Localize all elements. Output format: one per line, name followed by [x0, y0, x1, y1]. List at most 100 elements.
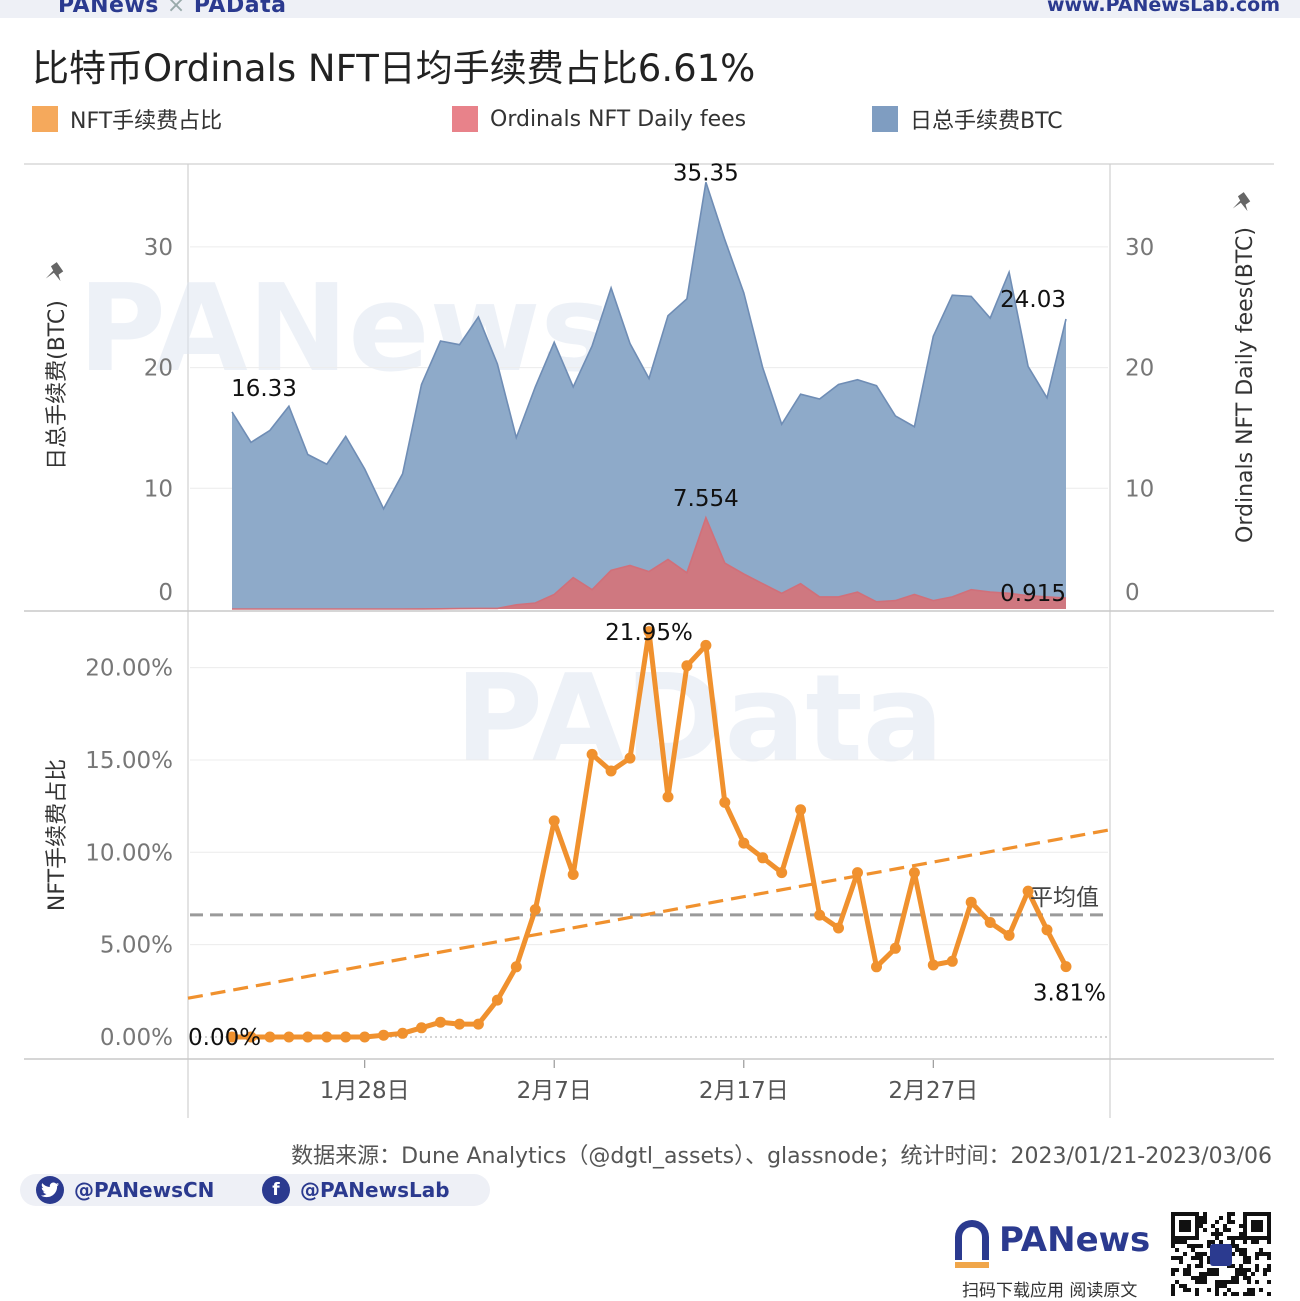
- qr-module: [1227, 1216, 1231, 1220]
- qr-module: [1211, 1268, 1215, 1272]
- qr-module: [1215, 1284, 1219, 1288]
- nft-ratio-point: [416, 1022, 427, 1034]
- qr-module: [1175, 1280, 1179, 1284]
- qr-module: [1207, 1240, 1211, 1244]
- qr-module: [1183, 1252, 1187, 1256]
- top-data-labels: 16.33 35.35 24.03 7.554 0.915: [231, 160, 1066, 607]
- top-ytick-right: 30: [1125, 235, 1154, 261]
- brand-mark-icon: [955, 1220, 989, 1268]
- top-ytick-right: 20: [1125, 356, 1154, 382]
- qr-module: [1199, 1256, 1203, 1260]
- qr-finder-core: [1179, 1220, 1191, 1232]
- nft-ratio-point: [908, 867, 920, 879]
- qr-code-icon[interactable]: [1170, 1212, 1272, 1296]
- nft-ratio-point: [1060, 961, 1072, 973]
- header-separator: ×: [166, 0, 186, 18]
- qr-module: [1219, 1240, 1223, 1244]
- nft-ratio-point: [302, 1031, 314, 1043]
- total-fees-area: [232, 182, 1066, 610]
- qr-module: [1247, 1268, 1251, 1272]
- legend-swatch-nft-fees: [452, 106, 478, 132]
- social-facebook[interactable]: f @PANewsLab: [262, 1176, 450, 1204]
- nft-ratio-point: [397, 1027, 409, 1039]
- qr-module: [1243, 1268, 1247, 1272]
- nft-ratio-point: [776, 867, 788, 879]
- qr-module: [1239, 1272, 1243, 1276]
- qr-module: [1179, 1256, 1183, 1260]
- top-ytick-left: 0: [158, 580, 173, 606]
- qr-module: [1203, 1276, 1207, 1280]
- chart-frame: [24, 163, 1274, 1118]
- qr-module: [1227, 1212, 1231, 1216]
- nft-ratio-point: [852, 867, 863, 879]
- nft-ratio-point: [700, 639, 712, 651]
- average-label: 平均值: [1030, 885, 1099, 911]
- qr-module: [1199, 1260, 1203, 1264]
- qr-module: [1267, 1240, 1271, 1244]
- qr-module: [1223, 1280, 1227, 1284]
- qr-module: [1187, 1268, 1191, 1272]
- qr-module: [1171, 1288, 1175, 1292]
- qr-module: [1171, 1256, 1175, 1260]
- qr-module: [1239, 1224, 1243, 1228]
- qr-module: [1259, 1288, 1263, 1292]
- bottom-axes: 0.00% 5.00% 10.00% 15.00% 20.00% NFT手续费占比: [45, 656, 173, 1051]
- qr-module: [1219, 1232, 1223, 1236]
- qr-module: [1199, 1244, 1203, 1248]
- qr-module: [1175, 1240, 1179, 1244]
- qr-module: [1255, 1256, 1259, 1260]
- qr-module: [1207, 1272, 1211, 1276]
- qr-module: [1203, 1272, 1207, 1276]
- qr-module: [1239, 1264, 1243, 1268]
- qr-module: [1179, 1240, 1183, 1244]
- qr-module: [1211, 1224, 1215, 1228]
- nft-ratio-point: [454, 1018, 465, 1030]
- qr-module: [1231, 1252, 1235, 1256]
- qr-module: [1267, 1280, 1271, 1284]
- watermark-bottom: PAData: [455, 650, 944, 789]
- header-brand: PANews × PAData: [58, 0, 286, 18]
- bottom-ytick: 10.00%: [85, 840, 173, 866]
- qr-module: [1231, 1212, 1235, 1216]
- qr-module: [1215, 1280, 1219, 1284]
- qr-module: [1215, 1220, 1219, 1224]
- top-data-label: 35.35: [673, 160, 739, 186]
- qr-module: [1215, 1236, 1219, 1240]
- qr-module: [1243, 1260, 1247, 1264]
- qr-module: [1243, 1248, 1247, 1252]
- qr-module: [1227, 1236, 1231, 1240]
- top-data-label: 16.33: [231, 376, 297, 402]
- qr-module: [1255, 1268, 1259, 1272]
- qr-module: [1219, 1280, 1223, 1284]
- social-band: [20, 1174, 490, 1206]
- qr-module: [1231, 1280, 1235, 1284]
- nft-ratio-point: [340, 1031, 352, 1043]
- qr-module: [1179, 1260, 1183, 1264]
- nft-ratio-point: [529, 904, 541, 916]
- top-data-label: 7.554: [673, 486, 739, 512]
- qr-module: [1211, 1240, 1215, 1244]
- qr-module: [1207, 1268, 1211, 1272]
- nft-ratio-point: [472, 1018, 484, 1030]
- qr-module: [1231, 1264, 1235, 1268]
- nft-fees-line: [232, 515, 1067, 610]
- pin-icon: [45, 262, 64, 282]
- bottom-ytick: 5.00%: [100, 933, 173, 959]
- top-data-label: 0.915: [1000, 581, 1066, 607]
- qr-module: [1183, 1268, 1187, 1272]
- legend-label-total-fees: 日总手续费BTC: [910, 109, 1063, 134]
- x-tick-label: 2月7日: [517, 1078, 592, 1104]
- trend-line: [187, 828, 1109, 1000]
- legend-swatch-total-fees: [872, 106, 898, 132]
- qr-module: [1195, 1280, 1199, 1284]
- qr-module: [1231, 1292, 1235, 1296]
- bottom-points: [226, 626, 1072, 1043]
- qr-module: [1215, 1232, 1219, 1236]
- social-twitter[interactable]: @PANewsCN: [36, 1176, 214, 1204]
- qr-module: [1215, 1228, 1219, 1232]
- qr-finder-core: [1251, 1220, 1263, 1232]
- qr-module: [1251, 1292, 1255, 1296]
- qr-module: [1247, 1256, 1251, 1260]
- header-url[interactable]: www.PANewsLab.com: [1046, 0, 1280, 16]
- qr-module: [1223, 1224, 1227, 1228]
